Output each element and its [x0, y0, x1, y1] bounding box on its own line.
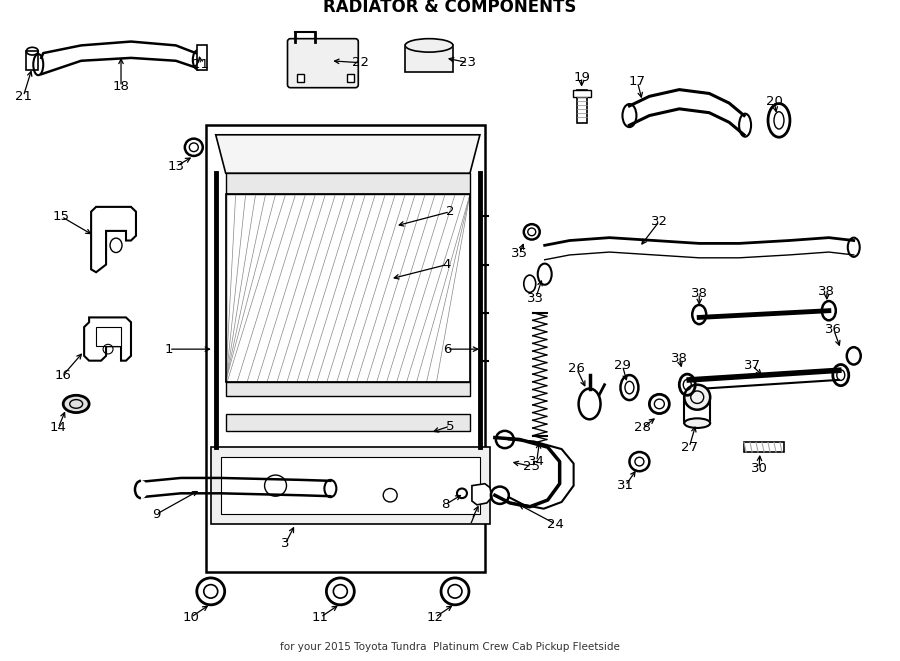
Text: 4: 4	[443, 258, 451, 271]
Text: 30: 30	[751, 462, 768, 475]
Text: 32: 32	[651, 215, 668, 228]
Bar	[572, 90, 590, 97]
Text: 3: 3	[282, 537, 290, 550]
Text: 38: 38	[818, 285, 835, 298]
FancyBboxPatch shape	[287, 38, 358, 88]
Text: 34: 34	[528, 455, 545, 468]
Text: 21: 21	[193, 58, 210, 71]
Text: RADIATOR & COMPONENTS: RADIATOR & COMPONENTS	[323, 0, 577, 16]
Bar	[226, 382, 470, 396]
Bar	[226, 194, 470, 382]
Ellipse shape	[327, 578, 355, 605]
Text: 36: 36	[825, 323, 842, 336]
Text: 9: 9	[152, 508, 160, 521]
Text: 27: 27	[680, 441, 698, 453]
Bar	[220, 457, 480, 514]
Text: 29: 29	[614, 359, 631, 372]
Polygon shape	[211, 447, 490, 524]
Text: 16: 16	[55, 369, 72, 381]
Text: for your 2015 Toyota Tundra  Platinum Crew Cab Pickup Fleetside: for your 2015 Toyota Tundra Platinum Cre…	[280, 642, 620, 652]
Text: 15: 15	[53, 210, 69, 223]
Text: 14: 14	[50, 422, 67, 434]
Text: 5: 5	[446, 420, 454, 432]
Text: 33: 33	[527, 292, 544, 305]
Bar	[298, 74, 304, 82]
Bar	[744, 442, 784, 452]
Text: 22: 22	[352, 56, 369, 69]
Ellipse shape	[63, 395, 89, 412]
Text: 20: 20	[766, 95, 782, 108]
Text: 31: 31	[617, 479, 634, 492]
Text: 10: 10	[183, 611, 199, 624]
Text: 13: 13	[167, 160, 184, 173]
Bar	[226, 194, 470, 382]
Text: 28: 28	[634, 422, 651, 434]
Text: 35: 35	[511, 247, 528, 260]
Text: 17: 17	[629, 75, 646, 89]
Text: 26: 26	[568, 362, 585, 375]
Bar	[226, 414, 470, 431]
Text: 7: 7	[468, 513, 476, 525]
Ellipse shape	[684, 385, 710, 410]
Text: 1: 1	[165, 342, 173, 356]
Text: 12: 12	[427, 611, 444, 624]
Text: 18: 18	[112, 80, 130, 93]
Polygon shape	[84, 317, 131, 361]
Ellipse shape	[197, 578, 225, 605]
Text: 38: 38	[691, 287, 707, 300]
Text: 2: 2	[446, 205, 454, 218]
Text: 11: 11	[312, 611, 328, 624]
Ellipse shape	[135, 481, 147, 498]
Bar	[347, 74, 355, 82]
Bar	[226, 173, 470, 194]
Bar	[206, 125, 485, 572]
Bar	[26, 51, 39, 70]
Polygon shape	[216, 135, 480, 173]
Ellipse shape	[405, 38, 453, 52]
Text: 37: 37	[743, 359, 760, 372]
Ellipse shape	[441, 578, 469, 605]
Text: 24: 24	[547, 518, 564, 531]
Text: 21: 21	[14, 90, 32, 103]
Text: 38: 38	[670, 352, 688, 366]
Text: 23: 23	[459, 56, 476, 69]
Text: 8: 8	[441, 498, 449, 512]
Bar	[577, 90, 587, 123]
Text: 19: 19	[573, 71, 590, 83]
Text: 25: 25	[523, 460, 540, 473]
Bar	[96, 327, 121, 346]
Text: 6: 6	[443, 342, 451, 356]
Bar	[405, 46, 453, 72]
Polygon shape	[91, 207, 136, 272]
Ellipse shape	[684, 418, 710, 428]
Polygon shape	[472, 484, 492, 505]
Bar	[197, 46, 207, 70]
